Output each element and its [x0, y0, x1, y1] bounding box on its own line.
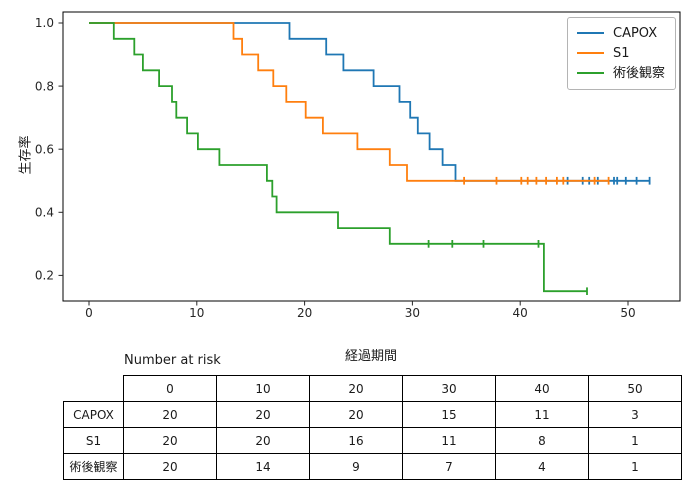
risk-col-header: 0 — [123, 375, 217, 402]
svg-text:1.0: 1.0 — [35, 16, 54, 30]
risk-cell: 15 — [402, 401, 496, 428]
risk-cell: 20 — [123, 453, 217, 480]
risk-cell: 11 — [402, 427, 496, 454]
svg-text:0.6: 0.6 — [35, 142, 54, 156]
risk-row-label: S1 — [63, 427, 124, 454]
risk-cell: 9 — [309, 453, 403, 480]
svg-text:0.4: 0.4 — [35, 206, 54, 220]
risk-cell: 11 — [495, 401, 589, 428]
risk-cell: 20 — [216, 401, 310, 428]
risk-cell: 7 — [402, 453, 496, 480]
risk-cell: 20 — [216, 427, 310, 454]
risk-col-header: 40 — [495, 375, 589, 402]
x-axis-label: 経過期間 — [344, 349, 398, 364]
risk-cell: 20 — [123, 427, 217, 454]
risk-table: 0 10 20 30 40 50 CAPOX 20 20 20 15 11 3 … — [63, 375, 682, 480]
risk-col-header: 10 — [216, 375, 310, 402]
risk-col-header: 30 — [402, 375, 496, 402]
legend-line-sample — [577, 52, 604, 54]
risk-cell: 3 — [588, 401, 682, 428]
legend-line-sample — [577, 32, 604, 34]
risk-cell: 1 — [588, 453, 682, 480]
svg-text:50: 50 — [620, 306, 635, 320]
risk-cell: 14 — [216, 453, 310, 480]
risk-row-label: 術後観察 — [63, 453, 124, 480]
risk-col-header: 20 — [309, 375, 403, 402]
survival-plot: 0 10 20 30 40 50 0.2 0.4 0.6 0.8 1.0 — [35, 11, 681, 320]
table-row-kansatsu: 術後観察 20 14 9 7 4 1 — [63, 453, 682, 480]
risk-row-label: CAPOX — [63, 401, 124, 428]
legend-line-sample — [577, 72, 604, 74]
svg-text:0.2: 0.2 — [35, 269, 54, 283]
legend-label: 術後観察 — [613, 65, 666, 81]
risk-table-header-row: 0 10 20 30 40 50 — [64, 375, 682, 402]
table-row-capox: CAPOX 20 20 20 15 11 3 — [63, 401, 682, 428]
risk-cell: 4 — [495, 453, 589, 480]
legend-label: CAPOX — [613, 25, 658, 41]
legend-item-kansatsu: 術後観察 — [577, 63, 667, 83]
risk-cell: 1 — [588, 427, 682, 454]
risk-table-corner — [64, 376, 124, 402]
svg-text:30: 30 — [405, 306, 420, 320]
risk-cell: 16 — [309, 427, 403, 454]
legend: CAPOX S1 術後観察 — [567, 17, 676, 90]
risk-table-title: Number at risk — [124, 353, 221, 368]
legend-item-s1: S1 — [577, 43, 667, 63]
svg-text:40: 40 — [513, 306, 528, 320]
svg-text:0: 0 — [85, 306, 93, 320]
svg-text:10: 10 — [189, 306, 204, 320]
legend-label: S1 — [613, 45, 630, 61]
risk-cell: 20 — [123, 401, 217, 428]
y-axis-label: 生存率 — [18, 135, 34, 175]
risk-cell: 20 — [309, 401, 403, 428]
table-row-s1: S1 20 20 16 11 8 1 — [63, 427, 682, 454]
svg-text:0.8: 0.8 — [35, 79, 54, 93]
legend-item-capox: CAPOX — [577, 23, 667, 43]
risk-cell: 8 — [495, 427, 589, 454]
svg-text:20: 20 — [297, 306, 312, 320]
risk-col-header: 50 — [588, 375, 682, 402]
